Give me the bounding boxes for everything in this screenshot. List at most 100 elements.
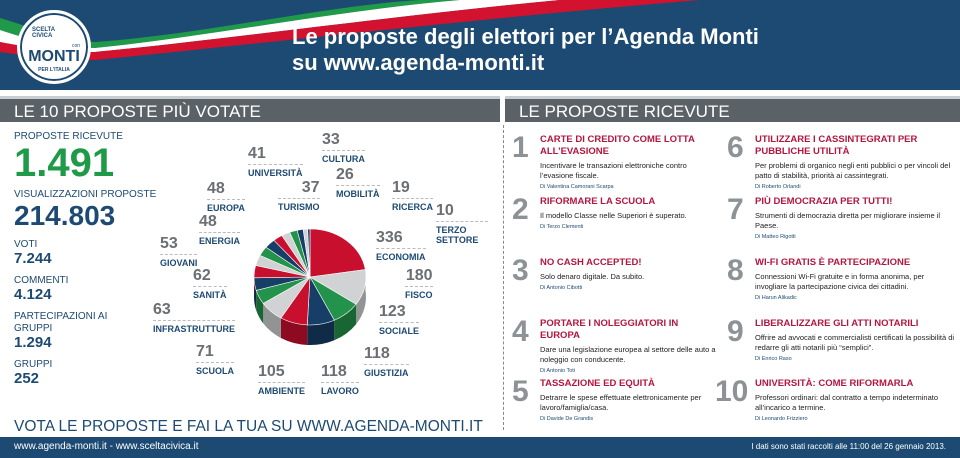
value-label: 105 [258, 364, 305, 383]
category-label: GIUSTIZIA [364, 368, 409, 378]
pie-label-economia: 336 ECONOMIA [376, 230, 426, 262]
value-label: 19 [392, 180, 434, 199]
pie-label-infrastrutture: 63 INFRASTRUTTURE [153, 302, 235, 334]
value-label: 48 [199, 214, 241, 233]
category-label: MOBILITÀ [336, 189, 380, 199]
category-label: RICERCA [392, 202, 434, 212]
proposal-item: 1 CARTE DI CREDITO COME LOTTA ALL’EVASIO… [512, 133, 720, 191]
proposal-description: Connessioni Wi-Fi gratuite e in forma an… [755, 272, 925, 291]
proposal-author: Di Harun Alikadic [755, 295, 797, 301]
category-label: TERZO SETTORE [436, 225, 479, 245]
pie-label-giovani: 53 GIOVANI [160, 236, 198, 268]
section-heading-top10: LE 10 PROPOSTE PIÙ VOTATE [0, 96, 500, 122]
stat-value: 214.803 [14, 200, 116, 231]
category-label: SOCIALE [379, 326, 420, 336]
pie-slice-terzo-settore [307, 228, 311, 278]
logo-text: SCELTA CIVICA [32, 27, 55, 39]
category-label: ECONOMIA [376, 252, 426, 262]
proposal-author: Di Antonio Cibotti [540, 285, 583, 291]
stat-label: VOTI [14, 239, 38, 250]
stats-panel: PROPOSTE RICEVUTE 1.491 VISUALIZZAZIONI … [14, 131, 156, 395]
pie-slice-side [263, 303, 281, 339]
proposal-author: Di Davide De Grandis [540, 416, 594, 422]
proposal-item: 5 TASSAZIONE ED EQUITÀ Detrarre le spese… [512, 375, 720, 423]
proposal-author: Di Leonardo Frizziero [755, 416, 808, 422]
proposal-title: PIÙ DEMOCRAZIA PER TUTTI! [755, 196, 893, 207]
pie-label-fisco: 180 FISCO [405, 268, 433, 300]
proposal-rank: 5 [512, 375, 529, 408]
proposal-title: TASSAZIONE ED EQUITÀ [540, 378, 655, 389]
footer-links[interactable]: www.agenda-monti.it - www.sceltacivica.i… [14, 441, 199, 452]
proposal-item: 8 WI-FI GRATIS È PARTECIPAZIONE Connessi… [727, 256, 955, 302]
proposal-title: UTILIZZARE I CASSINTEGRATI PER PUBBLICHE… [755, 134, 918, 157]
proposal-rank: 7 [727, 193, 744, 226]
proposal-rank: 9 [727, 315, 744, 348]
pie-slice-economia [309, 228, 366, 278]
proposal-title: RIFORMARE LA SCUOLA [540, 196, 656, 207]
call-to-action: VOTA LE PROPOSTE E FAI LA TUA SU WWW.AGE… [14, 418, 483, 435]
pie-label-ambiente: 105 AMBIENTE [258, 364, 305, 396]
proposal-rank: 4 [512, 315, 529, 348]
tricolor-ribbon [0, 0, 700, 60]
section-heading-received: LE PROPOSTE RICEVUTE [505, 96, 960, 122]
scelta-civica-logo: SCELTA CIVICA con MONTI PER L'ITALIA [17, 10, 91, 84]
proposal-title: UNIVERSITÀ: COME RIFORMARLA [755, 378, 914, 389]
proposal-author: Di Enrico Raso [755, 356, 792, 362]
stat-label: PARTECIPAZIONI AI GRUPPI [14, 311, 108, 334]
category-label: GIOVANI [160, 258, 198, 268]
proposal-title: WI-FI GRATIS È PARTECIPAZIONE [755, 257, 911, 268]
category-label: FISCO [405, 290, 433, 300]
pie-label-sociale: 123 SOCIALE [379, 304, 420, 336]
logo-text: MONTI [28, 48, 80, 65]
category-label: ENERGIA [199, 236, 241, 246]
value-label: 48 [207, 181, 245, 200]
proposal-author: Di Terzo Clementi [540, 224, 584, 230]
proposal-rank: 10 [715, 375, 749, 408]
pie-slice-side [280, 318, 308, 345]
stat-label: PROPOSTE RICEVUTE [14, 131, 123, 142]
proposal-author: Di Valentina Camorani Scarpa [540, 184, 614, 190]
value-label: 53 [160, 236, 198, 255]
stat-value: 252 [14, 370, 40, 387]
value-label: 62 [193, 268, 227, 287]
footer: www.agenda-monti.it - www.sceltacivica.i… [0, 437, 960, 458]
stat-label: GRUPPI [14, 359, 53, 370]
stat-value: 1.294 [14, 334, 52, 351]
pie-label-scuola: 71 SCUOLA [196, 344, 234, 376]
value-label: 33 [322, 132, 365, 151]
value-label: 118 [364, 346, 409, 365]
proposal-item: 6 UTILIZZARE I CASSINTEGRATI PER PUBBLIC… [727, 131, 955, 191]
pie-label-energia: 48 ENERGIA [199, 214, 241, 246]
pie-label-universita: 41 UNIVERSITÀ [248, 146, 303, 178]
value-label: 180 [405, 268, 433, 287]
pie-label-europa: 48 EUROPA [207, 181, 245, 213]
title-line: Le proposte degli elettori per l’Agenda … [292, 24, 759, 49]
pie-slice-side [334, 304, 357, 341]
proposal-description: Solo denaro digitale. Da subito. [540, 272, 645, 281]
proposal-description: Professori ordinari: dal contratto a tem… [755, 393, 939, 412]
pie-chart [253, 228, 367, 345]
category-label: AMBIENTE [258, 386, 305, 396]
proposal-rank: 2 [512, 193, 529, 226]
header: SCELTA CIVICA con MONTI PER L'ITALIA Le … [0, 0, 960, 90]
proposal-rank: 6 [727, 131, 744, 164]
pie-label-turismo: 37 TURISMO [278, 180, 320, 212]
pie-label-ricerca: 19 RICERCA [392, 180, 434, 212]
pie-label-terzo-settore: 10 TERZO SETTORE [436, 203, 488, 245]
proposal-author: Di Matteo Rigotti [755, 234, 796, 240]
page-title: Le proposte degli elettori per l’Agenda … [292, 24, 759, 76]
proposal-description: Per problemi di organico negli enti pubb… [755, 161, 951, 180]
value-label: 123 [379, 304, 420, 323]
title-line: su www.agenda-monti.it [292, 50, 545, 75]
proposal-item: 10 UNIVERSITÀ: COME RIFORMARLA Professor… [715, 377, 955, 423]
proposal-title: NO CASH ACCEPTED! [540, 257, 642, 268]
pie-slice-side [256, 290, 264, 324]
category-label: UNIVERSITÀ [248, 168, 303, 178]
stat-value: 4.124 [14, 286, 52, 303]
proposal-title: LIBERALIZZARE GLI ATTI NOTARILI [755, 318, 919, 329]
value-label: 37 [278, 180, 320, 199]
proposal-description: Detrarre le spese effettuate elettronica… [540, 393, 702, 412]
pie-label-cultura: 33 CULTURA [322, 132, 365, 164]
proposal-title: CARTE DI CREDITO COME LOTTA ALL’EVASIONE [540, 134, 695, 157]
proposal-title: PORTARE I NOLEGGIATORI IN EUROPA [540, 318, 679, 341]
